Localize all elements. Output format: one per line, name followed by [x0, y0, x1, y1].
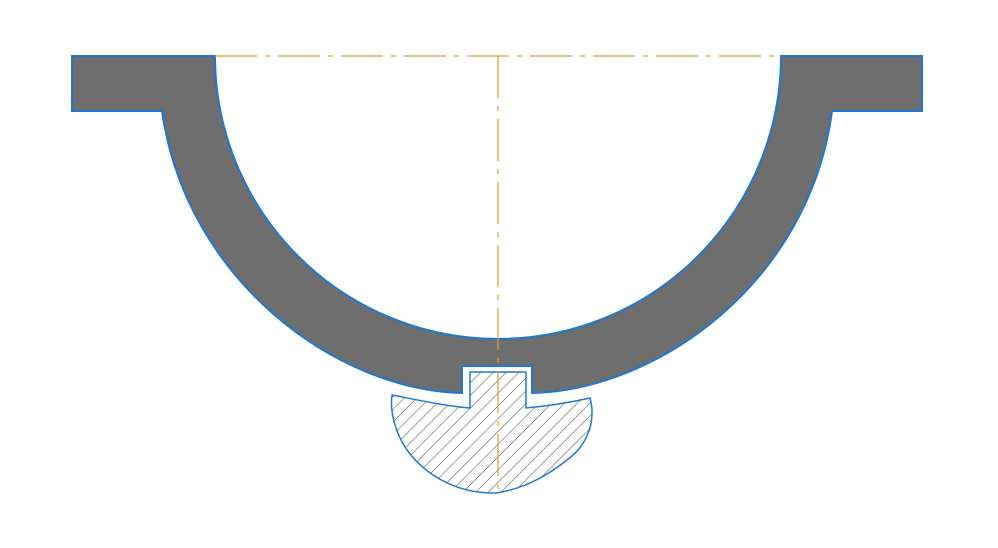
bowl-housing — [71, 55, 923, 395]
cut-section-part — [390, 371, 593, 494]
